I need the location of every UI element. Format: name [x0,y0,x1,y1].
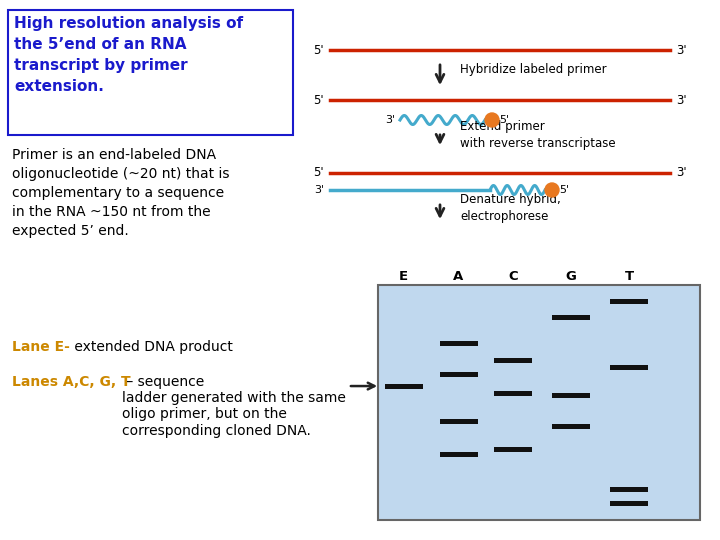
Text: 3': 3' [676,93,687,106]
Bar [439,341,477,346]
Text: Primer is an end-labeled DNA
oligonucleotide (~20 nt) that is
complementary to a: Primer is an end-labeled DNA oligonucleo… [12,148,230,238]
Bar [610,364,648,370]
Text: 3': 3' [385,115,395,125]
Text: Lane E-: Lane E- [12,340,70,354]
Text: E: E [399,271,408,284]
Bar [439,419,477,424]
Text: T: T [624,271,634,284]
Bar [494,447,532,452]
Text: High resolution analysis of
the 5’end of an RNA
transcript by primer
extension.: High resolution analysis of the 5’end of… [14,16,243,94]
Text: – sequence
ladder generated with the same
oligo primer, but on the
corresponding: – sequence ladder generated with the sam… [122,375,346,437]
Bar [552,315,590,320]
Text: 5': 5' [313,44,324,57]
Bar [439,451,477,457]
Bar [552,393,590,398]
Text: 3': 3' [676,166,687,179]
Text: Lanes A,C, G, T: Lanes A,C, G, T [12,375,130,389]
Text: Extend primer
with reverse transcriptase: Extend primer with reverse transcriptase [460,120,616,150]
Bar [439,372,477,377]
Text: Hybridize labeled primer: Hybridize labeled primer [460,64,607,77]
Text: Denature hybrid,
electrophorese: Denature hybrid, electrophorese [460,193,561,223]
Bar [610,501,648,506]
Bar [384,383,423,389]
Text: C: C [508,271,518,284]
Text: 5': 5' [499,115,509,125]
Bar [378,285,700,520]
Text: 5': 5' [313,93,324,106]
Bar [8,10,293,135]
Text: A: A [454,271,464,284]
Circle shape [485,113,499,127]
Text: extended DNA product: extended DNA product [70,340,233,354]
Bar [494,357,532,363]
Text: 3': 3' [314,185,324,195]
Circle shape [545,183,559,197]
Text: G: G [566,271,577,284]
Text: 5': 5' [313,166,324,179]
Text: 3': 3' [676,44,687,57]
Bar [494,390,532,396]
Bar [610,487,648,492]
Bar [552,423,590,429]
Text: 5': 5' [559,185,569,195]
Bar [610,299,648,304]
